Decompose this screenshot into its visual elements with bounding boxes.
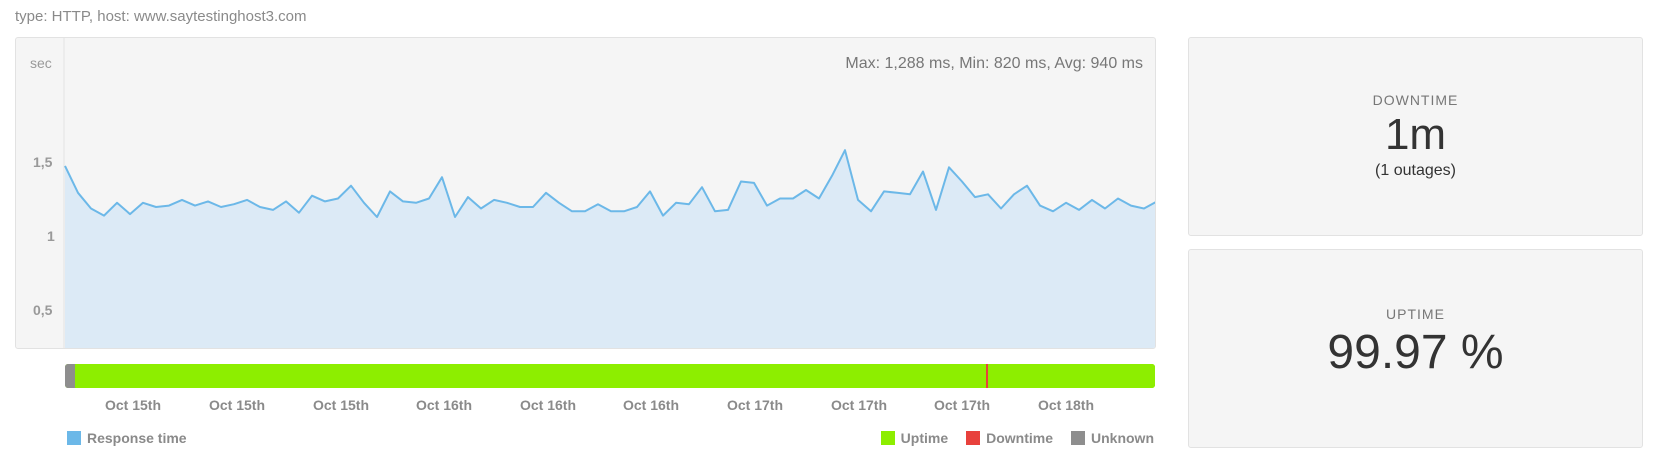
monitor-info: type: HTTP, host: www.saytestinghost3.co… — [15, 8, 307, 25]
response-time-line — [64, 149, 1155, 218]
response-time-area — [65, 150, 1155, 348]
x-tick-label: Oct 16th — [622, 397, 680, 413]
downtime-card: DOWNTIME 1m (1 outages) — [1188, 37, 1643, 236]
x-tick-label: Oct 17th — [726, 397, 784, 413]
uptime-card: UPTIME 99.97 % — [1188, 249, 1643, 448]
legend-downtime-label: Downtime — [986, 430, 1053, 446]
outages-count: (1 outages) — [1375, 162, 1456, 179]
x-tick-label: Oct 15th — [104, 397, 162, 413]
legend-downtime: Downtime — [966, 430, 1053, 446]
availability-bar[interactable] — [65, 364, 1155, 388]
legend-unknown: Unknown — [1071, 430, 1154, 446]
x-tick-label: Oct 16th — [415, 397, 473, 413]
x-tick-label: Oct 15th — [312, 397, 370, 413]
legend-response-time-label: Response time — [87, 430, 187, 446]
availability-segment-unknown[interactable] — [65, 364, 75, 388]
x-tick-label: Oct 18th — [1037, 397, 1095, 413]
x-tick-label: Oct 17th — [933, 397, 991, 413]
chart-legend: Response time — [67, 430, 187, 446]
response-time-chart: sec Max: 1,288 ms, Min: 820 ms, Avg: 940… — [15, 37, 1156, 349]
y-tick-label: 1,5 — [33, 154, 53, 170]
x-tick-label: Oct 16th — [519, 397, 577, 413]
chart-stats: Max: 1,288 ms, Min: 820 ms, Avg: 940 ms — [845, 55, 1143, 72]
y-tick-label: 1 — [47, 228, 55, 244]
legend-uptime-label: Uptime — [900, 430, 949, 446]
availability-segment-uptime[interactable] — [74, 364, 987, 388]
availability-segment-uptime[interactable] — [988, 364, 1155, 388]
downtime-label: DOWNTIME — [1372, 92, 1459, 108]
y-tick-label: 0,5 — [33, 302, 53, 318]
x-tick-label: Oct 17th — [830, 397, 888, 413]
uptime-swatch — [880, 431, 895, 445]
availability-segment-downtime[interactable] — [986, 364, 989, 388]
response-time-swatch — [67, 431, 81, 445]
response-time-plot — [63, 38, 1155, 348]
downtime-swatch — [966, 431, 981, 445]
y-axis-unit: sec — [30, 55, 52, 71]
availability-legend: Uptime Downtime Unknown — [880, 430, 1154, 446]
x-tick-label: Oct 15th — [208, 397, 266, 413]
unknown-swatch — [1071, 431, 1085, 445]
uptime-label: UPTIME — [1386, 306, 1445, 322]
uptime-value: 99.97 % — [1327, 326, 1504, 379]
legend-uptime: Uptime — [880, 430, 949, 446]
legend-unknown-label: Unknown — [1091, 430, 1154, 446]
downtime-value: 1m — [1384, 110, 1447, 159]
